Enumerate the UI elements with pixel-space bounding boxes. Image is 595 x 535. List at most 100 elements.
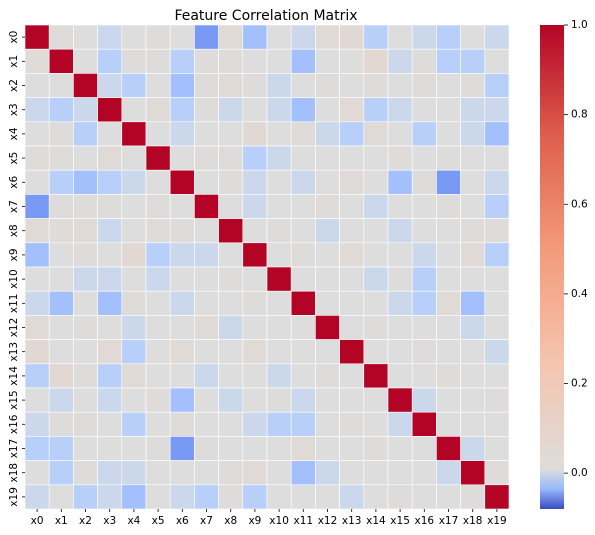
column-tick-label: x8 bbox=[224, 515, 237, 527]
row-tick-label: x12 bbox=[8, 318, 20, 338]
heatmap-cell-x16-x9 bbox=[242, 411, 268, 437]
heatmap-cell-x0-x3 bbox=[97, 24, 123, 50]
heatmap-cell-x15-x18 bbox=[460, 387, 486, 413]
heatmap-cell-x10-x17 bbox=[436, 266, 461, 292]
row-tick-label: x9 bbox=[8, 248, 20, 261]
heatmap-cell-x10-x2 bbox=[73, 266, 98, 292]
heatmap-cell-x8-x19 bbox=[484, 218, 510, 244]
heatmap-cell-x7-x12 bbox=[315, 194, 340, 219]
heatmap-cell-x11-x17 bbox=[436, 290, 461, 316]
row-tick-label: x19 bbox=[8, 487, 20, 507]
heatmap-cell-x18-x5 bbox=[145, 460, 171, 486]
heatmap-cell-x7-x16 bbox=[411, 194, 437, 219]
heatmap-cell-x11-x10 bbox=[266, 290, 292, 316]
heatmap-cell-x5-x8 bbox=[218, 145, 244, 171]
heatmap-cell-x13-x7 bbox=[194, 339, 219, 365]
heatmap-cell-x6-x6 bbox=[169, 169, 195, 195]
heatmap-cell-x19-x11 bbox=[290, 484, 316, 510]
heatmap-cell-x4-x1 bbox=[48, 121, 74, 147]
heatmap-cell-x6-x13 bbox=[339, 169, 365, 195]
heatmap-cell-x11-x3 bbox=[97, 290, 123, 316]
heatmap-cell-x1-x14 bbox=[363, 48, 389, 74]
heatmap-cell-x7-x10 bbox=[266, 194, 292, 219]
heatmap-cell-x17-x6 bbox=[169, 436, 195, 461]
heatmap-cell-x4-x0 bbox=[24, 121, 50, 147]
heatmap-cell-x14-x6 bbox=[169, 363, 195, 389]
heatmap-cell-x2-x0 bbox=[24, 73, 50, 98]
heatmap-cell-x0-x11 bbox=[290, 24, 316, 50]
heatmap-cell-x4-x13 bbox=[339, 121, 365, 147]
heatmap-cell-x16-x19 bbox=[484, 411, 510, 437]
heatmap-cell-x2-x14 bbox=[363, 73, 389, 98]
heatmap-cell-x15-x0 bbox=[24, 387, 50, 413]
heatmap-cell-x12-x2 bbox=[73, 315, 98, 340]
column-tick-label: x4 bbox=[127, 515, 140, 527]
heatmap-cell-x13-x15 bbox=[387, 339, 413, 365]
heatmap-cell-x18-x12 bbox=[315, 460, 340, 486]
heatmap-cell-x9-x16 bbox=[411, 242, 437, 268]
heatmap-cell-x0-x4 bbox=[121, 24, 147, 50]
heatmap-cell-x5-x6 bbox=[169, 145, 195, 171]
heatmap-cell-x8-x18 bbox=[460, 218, 486, 244]
heatmap-cell-x3-x7 bbox=[194, 97, 219, 123]
heatmap-cell-x11-x5 bbox=[145, 290, 171, 316]
heatmap-cell-x6-x0 bbox=[24, 169, 50, 195]
heatmap-cell-x4-x11 bbox=[290, 121, 316, 147]
heatmap-cell-x11-x15 bbox=[387, 290, 413, 316]
heatmap-cell-x13-x9 bbox=[242, 339, 268, 365]
heatmap-cell-x10-x5 bbox=[145, 266, 171, 292]
column-tick-label: x5 bbox=[152, 515, 165, 527]
heatmap-cell-x15-x2 bbox=[73, 387, 98, 413]
heatmap-cell-x14-x1 bbox=[48, 363, 74, 389]
heatmap-cell-x17-x8 bbox=[218, 436, 244, 461]
heatmap-cell-x15-x5 bbox=[145, 387, 171, 413]
heatmap-cell-x10-x11 bbox=[290, 266, 316, 292]
column-tick-label: x18 bbox=[463, 515, 483, 527]
heatmap-cell-x5-x19 bbox=[484, 145, 510, 171]
heatmap-cell-x15-x16 bbox=[411, 387, 437, 413]
column-tick-label: x6 bbox=[176, 515, 189, 527]
column-tick-label: x14 bbox=[366, 515, 386, 527]
heatmap-cell-x2-x1 bbox=[48, 73, 74, 98]
heatmap-cell-x5-x0 bbox=[24, 145, 50, 171]
row-tick-label: x15 bbox=[8, 390, 20, 410]
heatmap-cell-x10-x0 bbox=[24, 266, 50, 292]
heatmap-cell-x5-x16 bbox=[411, 145, 437, 171]
heatmap-cell-x10-x15 bbox=[387, 266, 413, 292]
heatmap-cell-x8-x14 bbox=[363, 218, 389, 244]
heatmap-cell-x18-x17 bbox=[436, 460, 461, 486]
heatmap-cell-x6-x10 bbox=[266, 169, 292, 195]
heatmap-cell-x9-x8 bbox=[218, 242, 244, 268]
colorbar-tick-label: 0.6 bbox=[571, 198, 588, 210]
heatmap-cell-x0-x1 bbox=[48, 24, 74, 50]
heatmap-cell-x16-x5 bbox=[145, 411, 171, 437]
heatmap-cell-x5-x12 bbox=[315, 145, 340, 171]
heatmap-cell-x15-x11 bbox=[290, 387, 316, 413]
heatmap-cell-x11-x11 bbox=[290, 290, 316, 316]
heatmap-cell-x8-x0 bbox=[24, 218, 50, 244]
heatmap-cell-x17-x9 bbox=[242, 436, 268, 461]
row-tick-label: x0 bbox=[8, 31, 20, 44]
heatmap-cell-x12-x18 bbox=[460, 315, 486, 340]
heatmap-cell-x0-x2 bbox=[73, 24, 98, 50]
heatmap-cell-x19-x7 bbox=[194, 484, 219, 510]
heatmap-cell-x18-x14 bbox=[363, 460, 389, 486]
heatmap-cell-x11-x14 bbox=[363, 290, 389, 316]
heatmap-cell-x6-x12 bbox=[315, 169, 340, 195]
heatmap-cell-x16-x17 bbox=[436, 411, 461, 437]
heatmap-cell-x18-x1 bbox=[48, 460, 74, 486]
heatmap-cell-x15-x14 bbox=[363, 387, 389, 413]
heatmap-cell-x19-x4 bbox=[121, 484, 147, 510]
heatmap-cell-x7-x7 bbox=[194, 194, 219, 219]
heatmap-cell-x1-x15 bbox=[387, 48, 413, 74]
heatmap-cell-x7-x0 bbox=[24, 194, 50, 219]
heatmap-cell-x0-x7 bbox=[194, 24, 219, 50]
heatmap-cell-x18-x0 bbox=[24, 460, 50, 486]
heatmap-cell-x12-x16 bbox=[411, 315, 437, 340]
heatmap-cell-x11-x19 bbox=[484, 290, 510, 316]
heatmap-cell-x4-x12 bbox=[315, 121, 340, 147]
heatmap-cell-x10-x7 bbox=[194, 266, 219, 292]
heatmap-cell-x12-x6 bbox=[169, 315, 195, 340]
heatmap-cell-x6-x15 bbox=[387, 169, 413, 195]
heatmap-cell-x18-x19 bbox=[484, 460, 510, 486]
